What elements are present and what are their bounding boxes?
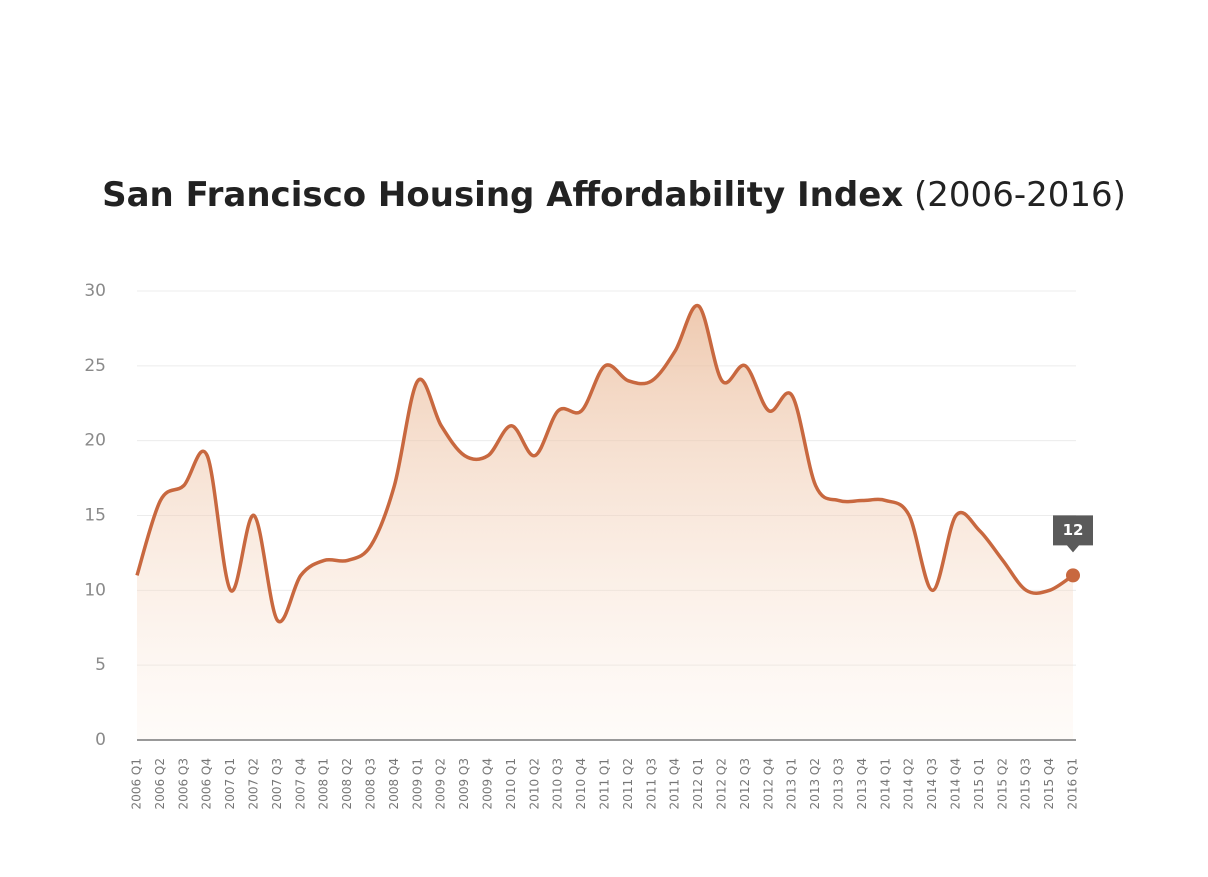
x-tick-label: 2009 Q2 — [434, 758, 448, 809]
x-tick-label: 2014 Q1 — [878, 758, 892, 809]
x-tick-label: 2015 Q2 — [995, 758, 1009, 809]
title-sub: (2006-2016) — [914, 175, 1126, 215]
x-tick-label: 2010 Q2 — [527, 758, 541, 809]
line — [135, 304, 1074, 624]
x-tick-label: 2006 Q3 — [176, 758, 190, 809]
tooltip-label: 12 — [1063, 521, 1084, 539]
x-tick-label: 2007 Q2 — [247, 758, 261, 809]
x-tick-label: 2012 Q2 — [715, 758, 729, 809]
x-tick-label: 2014 Q2 — [902, 758, 916, 809]
x-tick-label: 2012 Q1 — [691, 758, 705, 809]
x-tick-label: 2014 Q3 — [925, 758, 939, 809]
x-tick-label: 2010 Q4 — [574, 758, 588, 809]
tooltip-box — [1053, 515, 1093, 553]
x-tick-label: 2010 Q3 — [551, 758, 565, 809]
x-tick-label: 2009 Q1 — [410, 758, 424, 809]
title-main: San Francisco Housing Affordability Inde… — [102, 175, 903, 215]
x-tick-label: 2015 Q1 — [972, 758, 986, 809]
y-tick-label: 30 — [84, 281, 106, 301]
x-tick-label: 2008 Q2 — [340, 758, 354, 809]
x-tick-label: 2011 Q1 — [598, 758, 612, 809]
x-tick-label: 2007 Q1 — [223, 758, 237, 809]
x-tick-label: 2011 Q3 — [644, 758, 658, 809]
y-tick-label: 15 — [84, 506, 106, 526]
x-tick-label: 2014 Q4 — [949, 758, 963, 809]
x-tick-label: 2006 Q4 — [200, 758, 214, 809]
x-tick-label: 2013 Q4 — [855, 758, 869, 809]
x-tick-label: 2007 Q3 — [270, 758, 284, 809]
x-tick-label: 2009 Q4 — [481, 758, 495, 809]
last-point — [1066, 568, 1080, 583]
x-tick-label: 2008 Q3 — [364, 758, 378, 809]
y-tick-label: 20 — [84, 431, 106, 451]
chart-title: San Francisco Housing Affordability Inde… — [102, 175, 1126, 215]
x-tick-label: 2012 Q3 — [738, 758, 752, 809]
x-tick-label: 2013 Q1 — [785, 758, 799, 809]
x-tick-label: 2008 Q1 — [317, 758, 331, 809]
x-tick-label: 2016 Q1 — [1066, 758, 1080, 809]
x-tick-label: 2015 Q3 — [1019, 758, 1033, 809]
y-tick-label: 10 — [84, 580, 106, 600]
x-tick-label: 2010 Q1 — [504, 758, 518, 809]
x-tick-label: 2006 Q1 — [130, 758, 144, 809]
x-tick-label: 2007 Q4 — [293, 758, 307, 809]
x-tick-label: 2011 Q4 — [668, 758, 682, 809]
x-tick-label: 2008 Q4 — [387, 758, 401, 809]
y-tick-label: 0 — [95, 730, 106, 750]
area-fill — [137, 305, 1073, 740]
y-tick-label: 25 — [84, 356, 106, 376]
x-tick-label: 2015 Q4 — [1042, 758, 1056, 809]
x-tick-label: 2012 Q4 — [761, 758, 775, 809]
x-tick-label: 2011 Q2 — [621, 758, 635, 809]
x-tick-label: 2006 Q2 — [153, 758, 167, 809]
y-tick-label: 5 — [95, 655, 106, 675]
x-tick-label: 2013 Q2 — [808, 758, 822, 809]
x-tick-label: 2013 Q3 — [832, 758, 846, 809]
x-tick-label: 2009 Q3 — [457, 758, 471, 809]
